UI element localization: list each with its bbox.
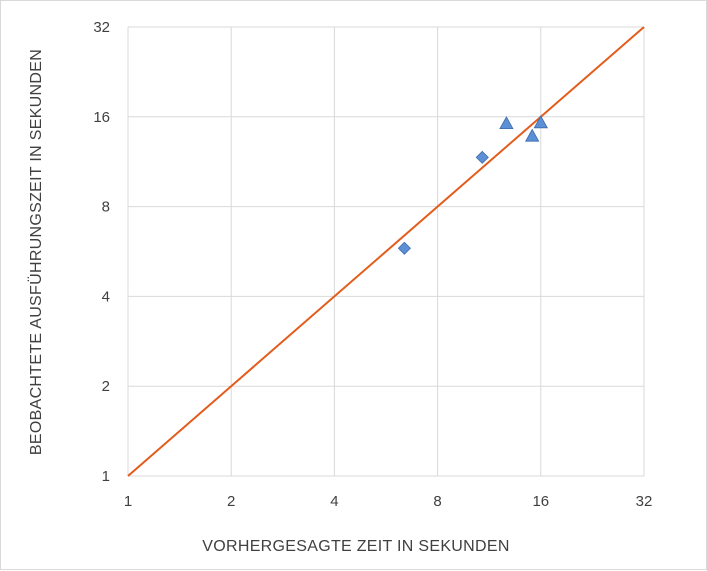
triangle-point: [499, 116, 514, 130]
y-axis-title: BEOBACHTETE AUSFÜHRUNGSZEIT IN SEKUNDEN: [27, 49, 45, 455]
reference-line: [127, 26, 645, 477]
x-tick-label: 4: [330, 493, 338, 510]
triangle-point: [533, 115, 548, 129]
y-tick-label: 16: [93, 109, 110, 126]
diamond-point: [397, 241, 411, 255]
x-tick-label: 16: [532, 493, 549, 510]
y-tick-label: 8: [102, 199, 110, 216]
y-tick-label: 2: [102, 378, 110, 395]
x-tick-label: 32: [636, 493, 653, 510]
triangle-point: [525, 128, 540, 142]
y-tick-label: 32: [93, 19, 110, 36]
x-tick-labels: 1 2 4 8 16 32: [124, 493, 653, 510]
x-axis-title: VORHERGESAGTE ZEIT IN SEKUNDEN: [202, 538, 509, 555]
x-tick-label: 1: [124, 493, 132, 510]
y-tick-label: 4: [102, 288, 110, 305]
y-tick-label: 1: [102, 468, 110, 485]
grid-lines: [127, 26, 645, 477]
x-tick-label: 2: [227, 493, 235, 510]
y-tick-labels: 1 2 4 8 16 32: [93, 19, 110, 485]
diamond-point: [475, 150, 489, 164]
data-series: [127, 26, 645, 477]
x-tick-label: 8: [433, 493, 441, 510]
